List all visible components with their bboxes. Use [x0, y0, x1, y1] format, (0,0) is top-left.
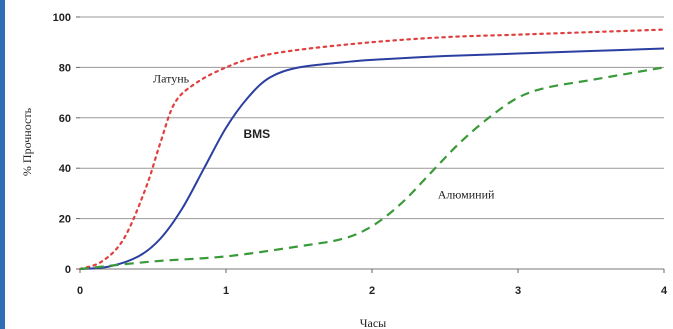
series-lines [78, 28, 666, 271]
annotations: Латунь BMS Алюминий [153, 72, 495, 202]
series-line-1 [79, 47, 665, 270]
y-tick-label: 100 [53, 12, 71, 24]
series-line-2 [79, 66, 665, 271]
gridlines [80, 16, 664, 220]
y-tick-label: 80 [59, 62, 71, 74]
x-tick-label: 0 [77, 285, 83, 297]
x-tick-label: 1 [223, 285, 229, 297]
series-label: BMS [244, 127, 271, 141]
x-tick-label: 2 [369, 285, 375, 297]
y-tick-label: 40 [59, 163, 71, 175]
series-label: Алюминий [438, 187, 495, 201]
series-line-0 [78, 28, 666, 271]
x-tick-label: 4 [661, 285, 668, 297]
axes [76, 16, 665, 273]
strength-chart: 0 20 40 60 80 100 0 1 2 3 4 Латунь BMS Алюминий Часы… [20, 12, 668, 329]
x-tick-label: 3 [515, 285, 521, 297]
series-label: Латунь [153, 72, 190, 86]
tick-labels: 0 20 40 60 80 100 0 1 2 3 4 [53, 12, 668, 297]
y-tick-label: 20 [59, 214, 71, 226]
y-axis-title: % Прочность [20, 107, 34, 176]
y-tick-label: 60 [59, 113, 71, 125]
y-tick-label: 0 [65, 264, 71, 276]
x-axis-title: Часы [360, 316, 387, 329]
